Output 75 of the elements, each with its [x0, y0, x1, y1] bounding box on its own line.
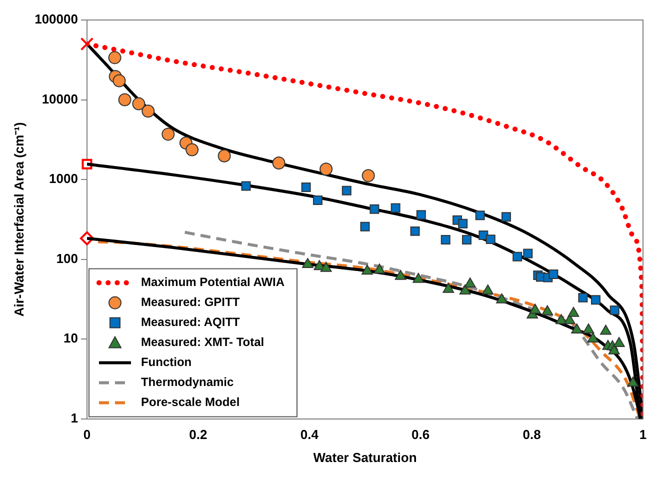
y-tick-label: 1000 — [49, 171, 78, 186]
point — [360, 222, 370, 232]
legend-label: Measured: XMT- Total — [140, 335, 264, 350]
point — [613, 336, 625, 347]
point — [512, 252, 522, 262]
point — [362, 169, 375, 182]
point — [571, 323, 583, 334]
point — [374, 264, 386, 274]
x-tick-label: 0.8 — [522, 427, 541, 442]
point — [390, 203, 400, 213]
point — [600, 324, 612, 335]
point — [475, 210, 485, 220]
point — [548, 269, 558, 279]
legend-label: Maximum Potential AWIA — [140, 275, 285, 290]
x-tick-label: 0.4 — [300, 427, 320, 442]
point — [556, 314, 567, 324]
point — [587, 332, 599, 343]
x-tick-label: 0.6 — [412, 427, 430, 442]
point — [578, 292, 588, 302]
point — [482, 284, 494, 295]
y-axis-title: Air-Water Interfacial Area (cm⁻¹) — [11, 122, 26, 317]
point — [186, 143, 199, 156]
point — [442, 282, 454, 293]
point — [582, 323, 594, 334]
point — [218, 149, 231, 162]
legend-label: Measured: AQITT — [140, 315, 241, 330]
point — [627, 376, 639, 387]
y-tick-label: 100000 — [34, 12, 78, 27]
point — [440, 234, 450, 244]
point — [459, 284, 471, 295]
point — [302, 258, 314, 268]
point — [301, 182, 311, 192]
point — [342, 186, 352, 196]
point — [608, 344, 620, 354]
point — [501, 212, 511, 222]
point — [320, 262, 332, 272]
legend-label: Measured: GPITT — [140, 295, 240, 310]
point — [610, 305, 620, 315]
point — [410, 226, 420, 236]
x-tick-label: 0.2 — [189, 427, 208, 442]
point — [464, 277, 476, 288]
y-tick-label: 10 — [64, 330, 78, 346]
point — [529, 304, 541, 314]
point — [241, 181, 251, 191]
point — [496, 293, 508, 304]
point — [542, 305, 554, 316]
point — [462, 234, 472, 244]
point — [416, 210, 426, 220]
x-tick-label: 1 — [639, 427, 647, 442]
legend-label: Function — [140, 355, 192, 370]
point — [112, 74, 126, 88]
x-axis-title: Water Saturation — [313, 450, 417, 465]
point — [132, 97, 146, 110]
point — [486, 234, 496, 244]
point — [458, 218, 468, 228]
point — [272, 156, 286, 170]
point — [362, 264, 373, 275]
y-tick-label: 100 — [56, 250, 78, 266]
legend-label: Thermodynamic — [140, 375, 234, 390]
point — [320, 162, 333, 176]
point — [312, 195, 322, 205]
point — [108, 51, 122, 64]
x-tick-label: 0 — [83, 427, 91, 442]
legend-label: Pore-scale Model — [140, 395, 240, 410]
point — [568, 306, 580, 317]
point — [412, 272, 424, 283]
point — [370, 204, 380, 214]
point — [523, 248, 533, 258]
point — [162, 128, 175, 141]
y-tick-label: 10000 — [42, 91, 78, 106]
point — [394, 270, 406, 280]
y-tick-label: 1 — [70, 410, 78, 426]
point — [142, 104, 155, 118]
point — [590, 295, 600, 305]
point — [118, 93, 132, 106]
